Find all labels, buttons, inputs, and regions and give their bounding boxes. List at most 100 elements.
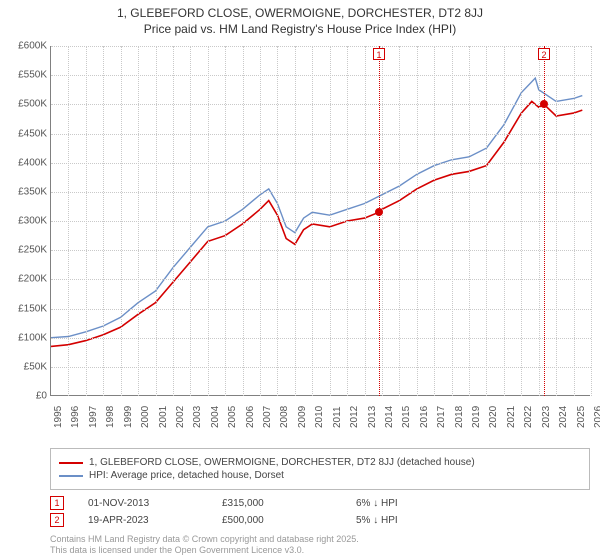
gridline-v <box>312 46 314 396</box>
sale-date: 19-APR-2023 <box>88 515 198 526</box>
x-tick-label: 2002 <box>175 406 186 428</box>
x-tick-label: 2011 <box>332 406 343 428</box>
gridline-v <box>399 46 401 396</box>
sale-row-marker: 2 <box>50 513 64 527</box>
sale-dot <box>540 100 548 108</box>
y-tick-label: £200K <box>1 274 47 285</box>
gridline-v <box>156 46 158 396</box>
y-tick-label: £250K <box>1 245 47 256</box>
x-tick-label: 2019 <box>471 406 482 428</box>
gridline-h <box>51 309 591 311</box>
gridline-h <box>51 338 591 340</box>
gridline-v <box>539 46 541 396</box>
sale-dot <box>375 208 383 216</box>
x-tick-label: 2016 <box>419 406 430 428</box>
gridline-v <box>521 46 523 396</box>
y-tick-label: £0 <box>1 391 47 402</box>
gridline-v <box>382 46 384 396</box>
chart-area: 12 £0£50K£100K£150K£200K£250K£300K£350K£… <box>50 46 590 416</box>
x-tick-label: 2021 <box>506 406 517 428</box>
y-tick-label: £450K <box>1 128 47 139</box>
sale-price: £500,000 <box>222 515 332 526</box>
legend-row: HPI: Average price, detached house, Dors… <box>59 470 581 481</box>
gridline-v <box>121 46 123 396</box>
x-tick-label: 2008 <box>279 406 290 428</box>
series-hpi <box>51 78 582 338</box>
y-tick-label: £50K <box>1 361 47 372</box>
x-tick-label: 2014 <box>384 406 395 428</box>
footnote-line-2: This data is licensed under the Open Gov… <box>50 545 359 556</box>
sale-marker-flag: 2 <box>538 48 550 60</box>
x-tick-label: 2007 <box>262 406 273 428</box>
x-tick-label: 2024 <box>558 406 569 428</box>
gridline-v <box>452 46 454 396</box>
y-tick-label: £500K <box>1 99 47 110</box>
y-tick-label: £150K <box>1 303 47 314</box>
gridline-h <box>51 163 591 165</box>
y-tick-label: £300K <box>1 216 47 227</box>
gridline-h <box>51 192 591 194</box>
legend-swatch <box>59 475 83 477</box>
footnote-line-1: Contains HM Land Registry data © Crown c… <box>50 534 359 545</box>
plot-region: 12 <box>50 46 590 396</box>
x-tick-label: 2012 <box>349 406 360 428</box>
gridline-v <box>469 46 471 396</box>
x-tick-label: 2001 <box>158 406 169 428</box>
gridline-v <box>574 46 576 396</box>
gridline-v <box>208 46 210 396</box>
x-tick-label: 1995 <box>53 406 64 428</box>
gridline-v <box>434 46 436 396</box>
x-tick-label: 2017 <box>436 406 447 428</box>
x-tick-label: 2023 <box>541 406 552 428</box>
gridline-h <box>51 134 591 136</box>
sale-marker-line <box>544 46 546 396</box>
sale-row-marker: 1 <box>50 496 64 510</box>
x-tick-label: 1998 <box>105 406 116 428</box>
legend-label: 1, GLEBEFORD CLOSE, OWERMOIGNE, DORCHEST… <box>89 457 475 468</box>
gridline-v <box>173 46 175 396</box>
sale-marker-flag: 1 <box>373 48 385 60</box>
chart-title: 1, GLEBEFORD CLOSE, OWERMOIGNE, DORCHEST… <box>0 0 600 36</box>
y-tick-label: £100K <box>1 332 47 343</box>
gridline-v <box>365 46 367 396</box>
x-tick-label: 2009 <box>297 406 308 428</box>
x-tick-label: 2018 <box>454 406 465 428</box>
gridline-v <box>556 46 558 396</box>
gridline-h <box>51 367 591 369</box>
x-tick-label: 2005 <box>227 406 238 428</box>
gridline-v <box>417 46 419 396</box>
gridline-v <box>295 46 297 396</box>
x-tick-label: 2000 <box>140 406 151 428</box>
gridline-v <box>243 46 245 396</box>
x-tick-label: 2010 <box>314 406 325 428</box>
gridline-v <box>347 46 349 396</box>
y-tick-label: £350K <box>1 186 47 197</box>
x-tick-label: 2004 <box>210 406 221 428</box>
sale-price: £315,000 <box>222 498 332 509</box>
legend-swatch <box>59 462 83 464</box>
gridline-h <box>51 104 591 106</box>
gridline-v <box>103 46 105 396</box>
y-tick-label: £600K <box>1 41 47 52</box>
gridline-h <box>51 46 591 48</box>
x-tick-label: 2025 <box>576 406 587 428</box>
gridline-h <box>51 250 591 252</box>
gridline-v <box>504 46 506 396</box>
gridline-v <box>86 46 88 396</box>
x-tick-label: 2003 <box>192 406 203 428</box>
gridline-v <box>225 46 227 396</box>
x-tick-label: 2020 <box>488 406 499 428</box>
footnote: Contains HM Land Registry data © Crown c… <box>50 534 359 556</box>
x-tick-label: 2013 <box>367 406 378 428</box>
gridline-v <box>260 46 262 396</box>
gridline-h <box>51 75 591 77</box>
title-line-2: Price paid vs. HM Land Registry's House … <box>0 22 600 36</box>
sales-table: 101-NOV-2013£315,0006% ↓ HPI219-APR-2023… <box>50 493 590 530</box>
gridline-h <box>51 279 591 281</box>
x-tick-label: 2022 <box>523 406 534 428</box>
gridline-v <box>68 46 70 396</box>
gridline-v <box>277 46 279 396</box>
y-tick-label: £550K <box>1 70 47 81</box>
x-tick-label: 1999 <box>123 406 134 428</box>
x-tick-label: 1996 <box>70 406 81 428</box>
